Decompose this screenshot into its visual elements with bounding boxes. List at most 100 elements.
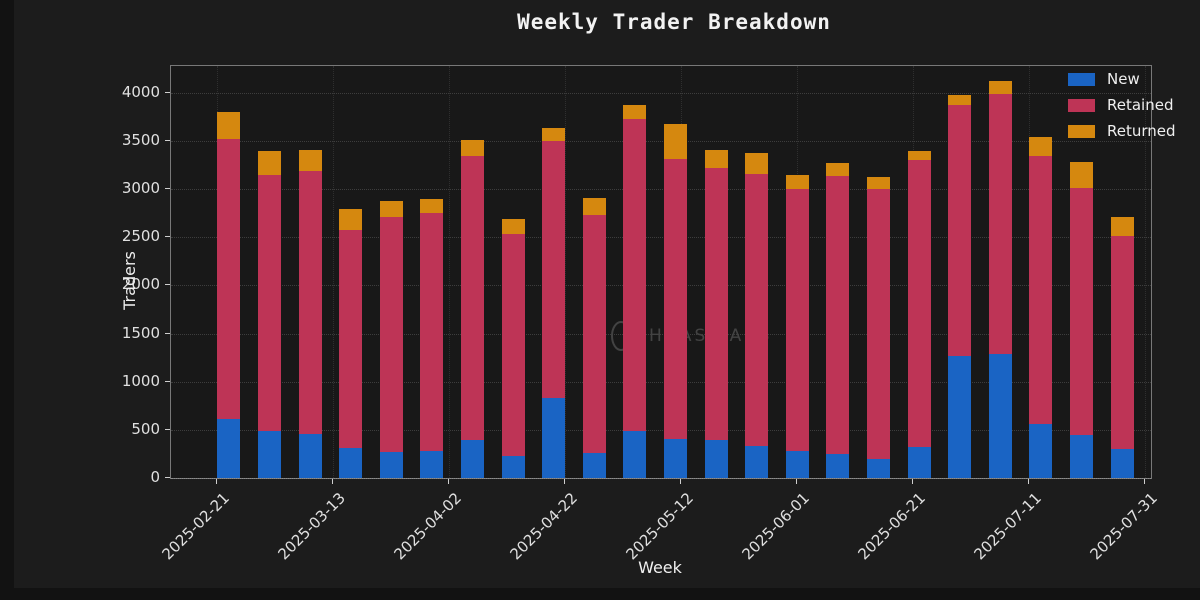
bar-segment-returned — [1069, 162, 1093, 189]
bar-segment-retained — [704, 168, 728, 440]
x-tick-mark — [912, 479, 914, 484]
bar-segment-new — [258, 430, 282, 478]
x-tick-mark — [564, 479, 566, 484]
bar-segment-new — [623, 430, 647, 478]
bar-segment-retained — [663, 159, 687, 440]
bar-segment-new — [988, 354, 1012, 478]
bar-segment-new — [461, 440, 485, 478]
y-tick-label: 500 — [131, 419, 160, 438]
y-tick-label: 1500 — [121, 323, 160, 342]
bar-segment-returned — [339, 209, 363, 230]
x-tick-label: 2025-07-31 — [1086, 489, 1161, 564]
gridline-horizontal — [171, 189, 1151, 191]
bar-segment-returned — [501, 219, 525, 235]
bar-segment-returned — [1110, 217, 1134, 237]
bar-segment-retained — [298, 170, 322, 434]
bar-segment-returned — [948, 94, 972, 106]
bar-segment-new — [501, 456, 525, 478]
bar-segment-retained — [501, 234, 525, 457]
legend-item-retained: Retained — [1068, 96, 1176, 114]
x-tick-label: 2025-07-11 — [970, 489, 1045, 564]
bar-segment-retained — [745, 173, 769, 447]
x-tick-label: 2025-06-01 — [738, 489, 814, 564]
bar-segment-retained — [866, 189, 890, 459]
x-tick-label: 2025-04-22 — [506, 489, 582, 564]
bar-segment-retained — [1110, 236, 1134, 450]
bar-segment-new — [420, 451, 444, 478]
gridline-horizontal — [171, 429, 1151, 431]
bar-segment-retained — [582, 215, 606, 454]
y-tick-mark — [165, 332, 170, 334]
y-tick-mark — [165, 91, 170, 93]
figure: Weekly Trader Breakdown HAAS LABS 0 500 10… — [14, 0, 1200, 588]
bar-segment-retained — [258, 174, 282, 431]
legend-label: New — [1107, 70, 1140, 88]
gridline-horizontal — [171, 92, 1151, 94]
x-tick-mark — [1028, 479, 1030, 484]
y-tick-label: 4000 — [121, 82, 160, 101]
bar-segment-new — [217, 419, 241, 478]
bar-segment-retained — [623, 118, 647, 431]
gridline-horizontal — [171, 141, 1151, 143]
y-tick-label: 0 — [150, 468, 160, 486]
legend-item-new: New — [1068, 70, 1176, 88]
bar-segment-returned — [298, 149, 322, 171]
bar-segment-new — [704, 439, 728, 478]
bar-segment-returned — [461, 140, 485, 157]
y-tick-label: 2000 — [121, 275, 160, 294]
legend-swatch-icon — [1068, 124, 1095, 138]
gridline-horizontal — [171, 333, 1151, 335]
x-tick-label: 2025-04-02 — [390, 489, 466, 564]
gridline-horizontal — [171, 237, 1151, 239]
bar-segment-new — [582, 453, 606, 478]
bar-segment-retained — [988, 93, 1012, 355]
bar-segment-retained — [339, 229, 363, 449]
bar-segment-returned — [785, 174, 809, 190]
bar-segment-returned — [1029, 137, 1053, 156]
bar-segment-returned — [542, 128, 566, 142]
bar-segment-retained — [461, 156, 485, 441]
bar-segment-new — [866, 458, 890, 478]
plot-area: HAAS LABS — [170, 65, 1152, 479]
bar-segment-new — [339, 448, 363, 478]
gridline-vertical — [333, 66, 335, 478]
gridline-horizontal — [171, 381, 1151, 383]
bar-segment-returned — [582, 197, 606, 216]
chart-title: Weekly Trader Breakdown — [517, 10, 831, 34]
gridline-horizontal — [171, 478, 1151, 479]
legend-label: Retained — [1107, 96, 1174, 114]
x-tick-mark — [680, 479, 682, 484]
gridline-vertical — [449, 66, 451, 478]
y-tick-mark — [165, 236, 170, 238]
y-tick-mark — [165, 284, 170, 286]
bar-segment-retained — [1029, 155, 1053, 425]
y-tick-label: 1000 — [121, 371, 160, 390]
y-tick-label: 3500 — [121, 131, 160, 150]
bar-segment-returned — [704, 149, 728, 169]
bar-segment-retained — [420, 213, 444, 452]
x-tick-mark — [216, 479, 218, 484]
x-tick-mark — [796, 479, 798, 484]
bar-segment-returned — [379, 200, 403, 218]
y-tick-label: 2500 — [121, 227, 160, 246]
legend-label: Returned — [1107, 122, 1176, 140]
bar-segment-returned — [826, 163, 850, 176]
bar-segment-returned — [663, 123, 687, 160]
bar-segment-returned — [623, 105, 647, 119]
x-tick-label: 2025-05-12 — [622, 489, 698, 564]
bar-segment-new — [1069, 435, 1093, 478]
bar-segment-returned — [420, 198, 444, 214]
y-tick-mark — [165, 428, 170, 430]
bar-segment-retained — [542, 141, 566, 398]
bar-segment-returned — [988, 81, 1012, 94]
gridline-vertical — [565, 66, 567, 478]
legend-swatch-icon — [1068, 72, 1095, 86]
bar-segment-new — [298, 433, 322, 478]
x-tick-mark — [448, 479, 450, 484]
x-tick-mark — [1144, 479, 1146, 484]
x-tick-label: 2025-02-21 — [158, 489, 234, 564]
bars-layer — [171, 66, 1151, 478]
x-tick-mark — [332, 479, 334, 484]
bar-segment-retained — [826, 175, 850, 455]
gridline-vertical — [1145, 66, 1147, 478]
